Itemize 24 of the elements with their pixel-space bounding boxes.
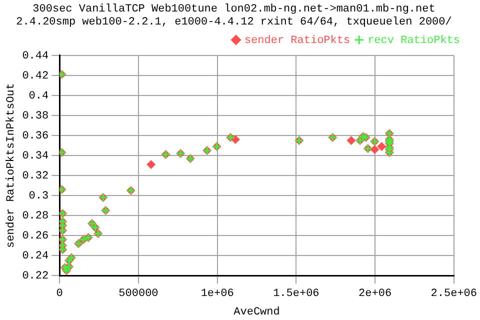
x-tick-label: 1.5e+06 [273, 288, 320, 300]
x-axis-title: AveCwnd [234, 306, 280, 318]
y-tick-label: 0.28 [22, 210, 49, 222]
y-tick-label: 0.24 [22, 250, 49, 262]
x-tick-label: 2.5e+06 [430, 288, 478, 300]
y-tick-label: 0.34 [22, 150, 49, 162]
x-tick-label: 0 [56, 288, 63, 300]
y-tick-label: 0.44 [22, 50, 49, 62]
legend-label: recv RatioPkts [368, 34, 460, 47]
chart-subtitle: 2.4.20smp web100-2.2.1, e1000-4.4.12 rxint 64/64, txqueuelen 2000/ [16, 16, 452, 29]
y-tick-label: 0.32 [22, 170, 49, 182]
chart-title: 300sec VanillaTCP Web100tune lon02.mb-ng.net->man01.mb-ng.net [32, 4, 436, 16]
y-axis-title: sender RatioPktsInPktsOut [6, 82, 18, 248]
x-tick-label: 1e+06 [200, 288, 234, 300]
y-tick-label: 0.22 [22, 270, 49, 283]
y-tick-label: 0.38 [22, 110, 49, 122]
x-tick-label: 2e+06 [358, 288, 392, 300]
y-tick-label: 0.26 [22, 230, 49, 242]
x-tick-label: 500000 [118, 288, 158, 300]
y-tick-label: 0.36 [22, 130, 49, 142]
y-tick-label: 0.3 [28, 190, 49, 202]
y-tick-label: 0.42 [22, 70, 49, 82]
legend-label: sender RatioPkts [244, 34, 350, 47]
y-tick-label: 0.4 [28, 90, 49, 102]
